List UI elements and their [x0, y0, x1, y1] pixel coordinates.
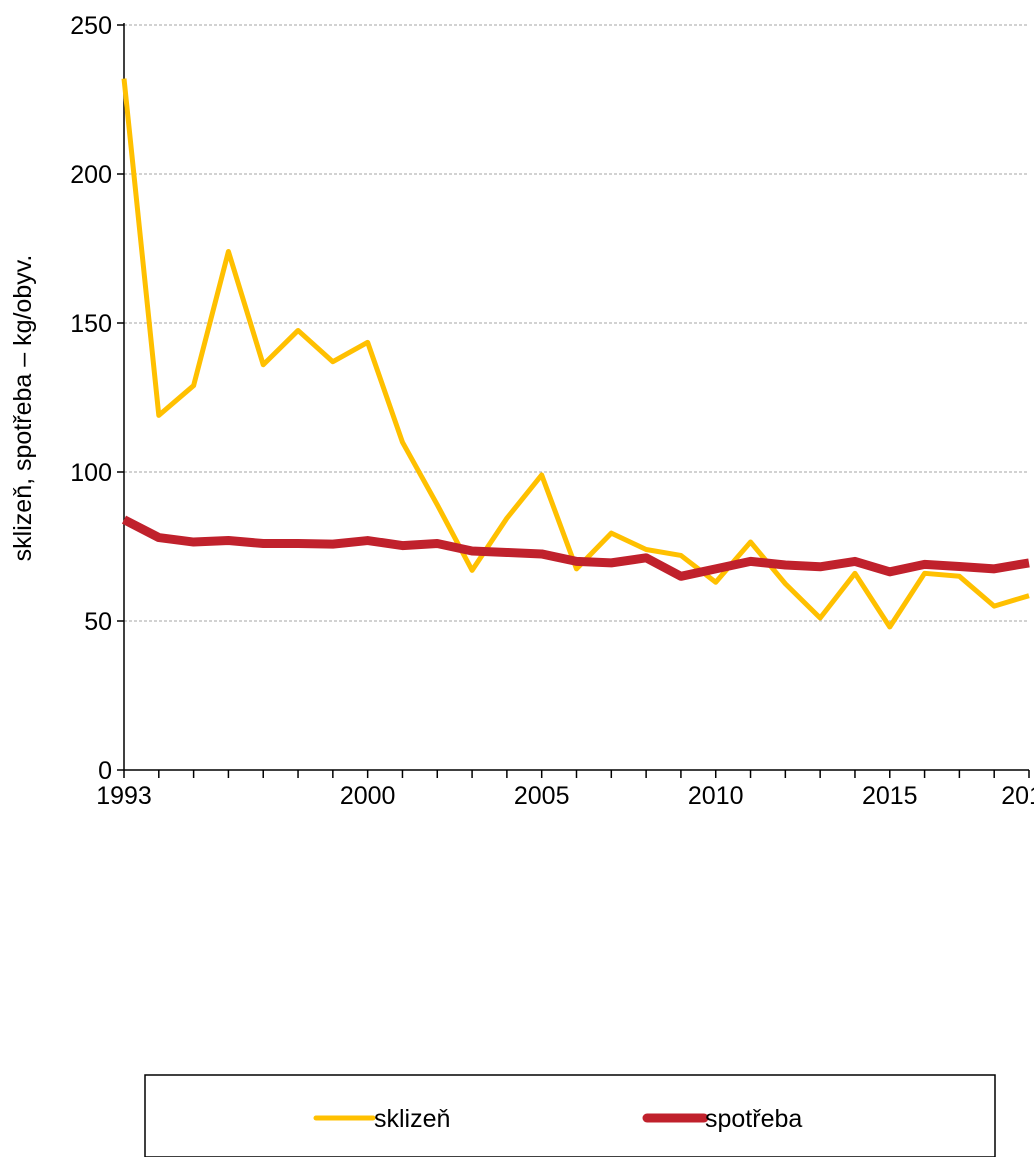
series-line-sklizen	[121, 78, 1030, 630]
legend: sklizeň spotřeba	[144, 1074, 996, 1157]
tick-labels: 0 50 100 150 200 250 1993 2000 2005 2010 2015 2019	[70, 12, 1034, 810]
y-axis-title: sklizeň, spotřeba – kg/obyv.	[9, 255, 37, 562]
series-line-spotreba	[121, 515, 1030, 581]
y-tick-label: 200	[70, 161, 112, 189]
x-tick-label: 1993	[96, 782, 152, 810]
x-tick-label: 2005	[514, 782, 570, 810]
y-tick-label: 150	[70, 310, 112, 338]
x-tick-label: 2019	[1001, 782, 1034, 810]
x-tick-label: 2010	[688, 782, 744, 810]
y-tick-label: 250	[70, 12, 112, 40]
x-tick-label: 2000	[340, 782, 396, 810]
series-lines	[121, 78, 1030, 630]
legend-label-spotreba: spotřeba	[705, 1105, 802, 1133]
legend-label-sklizen: sklizeň	[374, 1105, 450, 1133]
x-tick-label: 2015	[862, 782, 918, 810]
y-tick-label: 0	[98, 757, 112, 785]
gridlines	[124, 24, 1029, 622]
y-tick-label: 50	[84, 608, 112, 636]
y-tick-label: 100	[70, 459, 112, 487]
legend-box	[144, 1074, 996, 1157]
axes	[117, 23, 1030, 778]
